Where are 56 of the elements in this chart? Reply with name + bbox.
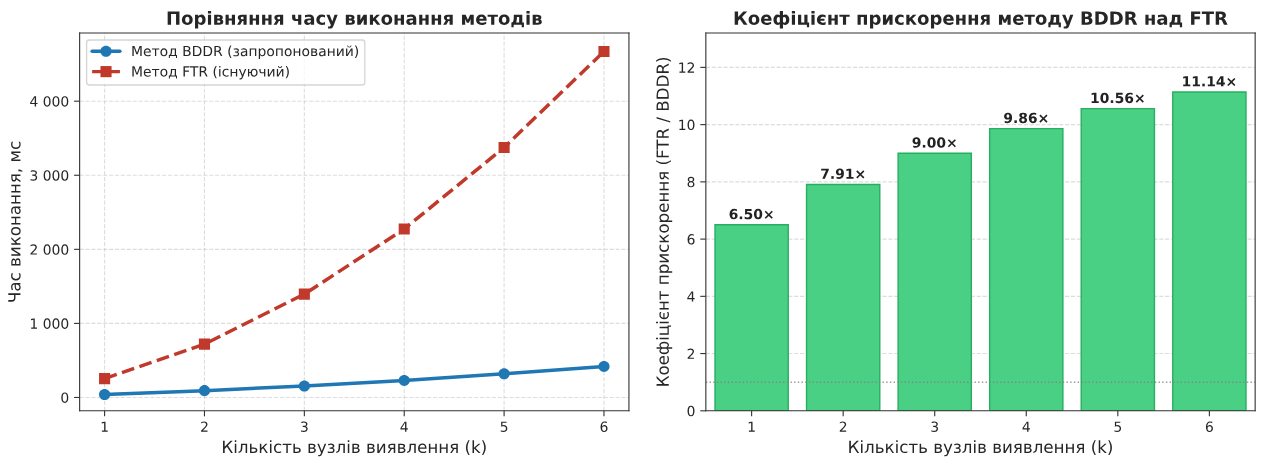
y-tick-label: 10 [679, 119, 695, 131]
x-tick-label: 2 [839, 421, 847, 432]
y-tick-label: 2 000 [30, 244, 69, 255]
x-axis-title: Кількість вузлів виявлення (k) [849, 440, 1112, 457]
x-tick-label: 2 [201, 421, 208, 432]
point [298, 288, 310, 300]
y-tick-label: 2 [687, 348, 695, 359]
point [598, 360, 610, 372]
data-label: 6.50× [729, 208, 773, 220]
point [398, 223, 410, 235]
chart-title: Порівняння часу виконання методів [167, 11, 542, 29]
x-tick-label: 4 [400, 421, 408, 432]
point [198, 385, 211, 397]
data-label: 9.86× [1004, 112, 1048, 124]
point [99, 373, 111, 385]
point [498, 368, 510, 380]
legend-label: Метод FTR (існуючий) [132, 65, 289, 80]
bar [805, 183, 881, 411]
bar [897, 152, 973, 411]
x-tick-label: 5 [1114, 421, 1122, 432]
y-tick-label: 4 000 [30, 96, 69, 107]
bar [714, 224, 789, 411]
y-axis-title: Час виконання, мс [8, 141, 23, 302]
x-tick-label: 6 [1205, 421, 1213, 432]
y-tick-label: 1 000 [30, 318, 69, 329]
y-tick-label: 6 [687, 234, 695, 245]
point [198, 338, 211, 350]
x-tick-label: 3 [931, 421, 939, 432]
x-tick-label: 6 [600, 421, 608, 432]
y-tick-label: 8 [687, 176, 695, 188]
y-tick-label: 0 [61, 392, 69, 403]
data-label: 7.91× [821, 168, 865, 179]
point [598, 46, 610, 58]
x-tick-label: 3 [300, 421, 308, 432]
x-tick-label: 4 [1022, 421, 1030, 432]
y-tick-label: 0 [687, 405, 695, 417]
chart-title: Коефіцієнт прискорення методу BDDR над FTR [734, 11, 1228, 29]
data-label: 11.14× [1183, 76, 1236, 87]
data-label: 9.00× [912, 137, 956, 148]
point [498, 141, 510, 154]
data-label: 10.56× [1091, 92, 1144, 104]
point [298, 380, 310, 392]
point [398, 374, 410, 386]
x-tick-label: 5 [500, 421, 508, 432]
legend-label: Метод BDDR (запропонований) [132, 45, 359, 59]
point [99, 388, 111, 401]
x-tick-label: 1 [101, 421, 108, 432]
bar [1172, 91, 1247, 411]
y-tick-label: 4 [687, 291, 695, 302]
y-tick-label: 12 [679, 62, 695, 73]
x-axis-title: Кількість вузлів виявлення (k) [223, 440, 486, 457]
bar [988, 127, 1064, 411]
x-tick-label: 1 [748, 421, 755, 432]
bar [1080, 107, 1156, 411]
y-axis-title: Коефіцієнт прискорення (FTR / BDDR) [656, 57, 673, 386]
y-tick-label: 3 000 [30, 170, 69, 181]
